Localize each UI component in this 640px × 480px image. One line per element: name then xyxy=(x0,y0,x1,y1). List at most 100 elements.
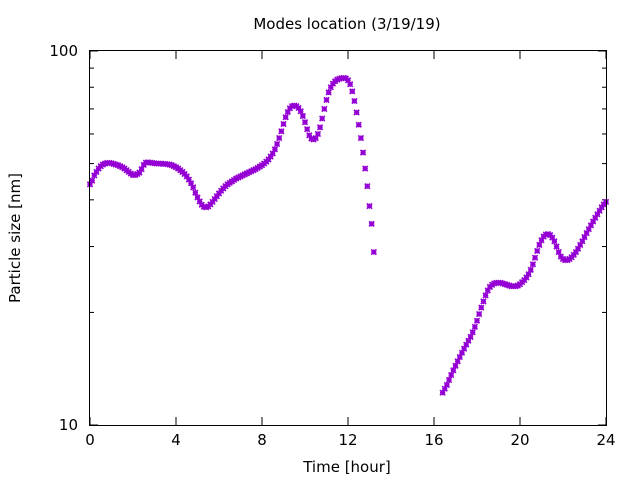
data-point xyxy=(314,130,322,138)
data-point xyxy=(278,128,285,135)
x-tick-label: 20 xyxy=(510,431,529,449)
x-tick-label: 0 xyxy=(85,431,95,449)
data-point xyxy=(581,233,588,241)
data-point xyxy=(525,271,532,278)
y-axis-label: Particle size [nm] xyxy=(6,173,24,303)
data-point xyxy=(553,243,560,250)
data-point xyxy=(306,132,313,139)
data-point xyxy=(368,220,375,228)
data-point xyxy=(190,184,197,191)
x-tick-label: 24 xyxy=(596,431,615,449)
data-point xyxy=(585,225,592,233)
data-point xyxy=(527,266,534,273)
data-point xyxy=(308,135,315,142)
data-point xyxy=(282,114,289,121)
data-point xyxy=(478,304,485,311)
data-point xyxy=(114,162,122,169)
data-point xyxy=(280,120,287,128)
data-point xyxy=(439,389,446,396)
data-point xyxy=(366,202,373,210)
x-axis-ticks: 0 4 8 12 16 20 24 xyxy=(85,51,616,449)
data-point xyxy=(295,104,302,112)
data-point xyxy=(531,254,539,261)
x-tick-label: 8 xyxy=(257,431,267,449)
data-point xyxy=(344,77,352,84)
chart-title: Modes location (3/19/19) xyxy=(253,15,440,33)
data-point xyxy=(269,150,276,157)
data-point xyxy=(484,287,491,294)
data-point xyxy=(185,176,193,183)
data-point xyxy=(248,168,255,175)
data-point xyxy=(534,247,541,255)
data-point xyxy=(334,76,341,83)
data-point xyxy=(480,298,487,305)
data-point xyxy=(355,121,362,128)
data-point xyxy=(312,134,319,142)
data-point xyxy=(473,317,481,324)
data-point xyxy=(549,234,556,241)
x-tick-label: 4 xyxy=(171,431,181,449)
data-point xyxy=(353,109,360,116)
data-point xyxy=(441,385,448,392)
data-point xyxy=(323,96,330,104)
data-point xyxy=(116,163,124,170)
data-point xyxy=(271,146,279,153)
data-point xyxy=(297,108,304,115)
data-point xyxy=(136,169,143,176)
data-point xyxy=(349,88,356,95)
data-point xyxy=(460,345,468,352)
data-point xyxy=(475,310,483,318)
data-point xyxy=(346,81,354,88)
data-point xyxy=(194,194,201,201)
data-point xyxy=(467,333,474,341)
data-point xyxy=(572,248,580,256)
data-point xyxy=(303,126,311,133)
data-point xyxy=(592,214,599,222)
data-point xyxy=(577,241,584,249)
y-tick-label: 10 xyxy=(59,416,78,434)
data-point xyxy=(370,248,377,256)
data-point xyxy=(579,238,586,245)
data-point xyxy=(443,381,451,389)
data-point xyxy=(544,230,552,238)
data-point xyxy=(301,119,309,126)
data-point xyxy=(589,218,597,225)
data-point xyxy=(450,367,457,374)
data-point xyxy=(99,161,107,168)
data-point xyxy=(445,376,453,384)
data-point xyxy=(471,323,479,331)
data-point xyxy=(596,207,603,214)
data-point xyxy=(359,149,367,156)
data-point xyxy=(316,124,324,131)
data-point xyxy=(364,183,371,190)
data-point xyxy=(93,168,100,176)
x-tick-label: 12 xyxy=(338,431,357,449)
data-point xyxy=(456,353,463,361)
data-point xyxy=(357,134,365,142)
data-point xyxy=(250,167,257,174)
data-point xyxy=(574,245,582,252)
data-point xyxy=(351,97,358,105)
data-point xyxy=(551,238,558,245)
data-point xyxy=(170,163,178,170)
data-point xyxy=(587,222,595,229)
data-point xyxy=(465,337,472,344)
data-points xyxy=(86,74,610,396)
data-point xyxy=(529,261,537,268)
data-point xyxy=(454,358,461,365)
data-point xyxy=(482,292,489,299)
data-point xyxy=(463,341,470,348)
x-tick-label: 16 xyxy=(424,431,443,449)
data-point xyxy=(187,180,195,187)
data-point xyxy=(202,204,210,211)
data-point xyxy=(284,108,291,116)
data-point xyxy=(168,162,175,169)
data-point xyxy=(594,211,601,218)
data-point xyxy=(523,274,530,281)
data-point xyxy=(555,248,562,256)
data-point xyxy=(469,329,476,336)
data-point xyxy=(448,371,455,379)
data-point xyxy=(267,153,274,160)
data-point xyxy=(273,140,281,148)
